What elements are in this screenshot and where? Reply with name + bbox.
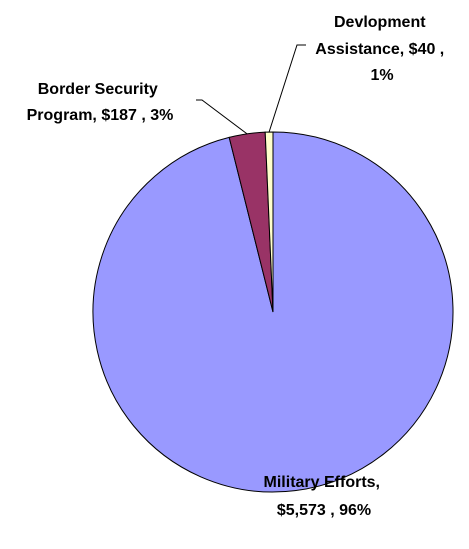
leader-line-border <box>196 99 248 135</box>
label-border-line2: Program, $187 , 3% <box>27 107 174 124</box>
leader-line-development <box>268 44 306 133</box>
label-border-line1: Border Security <box>38 81 158 98</box>
label-development-line3: 1% <box>370 67 393 84</box>
pie-slices <box>92 131 454 493</box>
label-border: Border Security Program, $187 , 3% <box>27 81 174 124</box>
label-development-line1: Devlopment <box>334 14 426 31</box>
pie-slice-development <box>264 131 274 313</box>
label-military-line2: $5,573 , 96% <box>277 502 371 519</box>
label-development: Devlopment Assistance, $40 , 1% <box>315 14 448 84</box>
label-military: Military Efforts, $5,573 , 96% <box>264 474 385 519</box>
label-military-line1: Military Efforts, <box>264 474 380 491</box>
leader-lines <box>196 44 306 135</box>
label-development-line2: Assistance, $40 , <box>315 41 444 58</box>
